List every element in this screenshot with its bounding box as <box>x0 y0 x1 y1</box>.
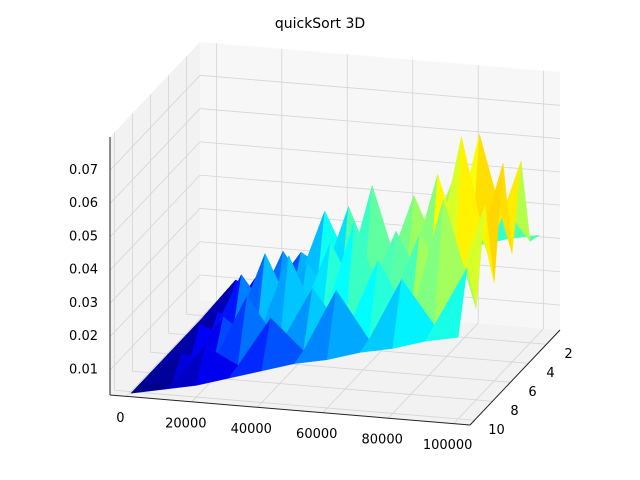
x-tick-label: 80000 <box>362 433 403 448</box>
x-tick-label: 0 <box>116 411 124 426</box>
grid-line <box>109 174 201 271</box>
x-tick-label: 40000 <box>231 422 272 437</box>
z-tick-label: 0.01 <box>69 363 98 378</box>
z-tick-label: 0.02 <box>69 329 98 344</box>
grid-line <box>109 274 201 371</box>
grid-line <box>126 301 217 397</box>
grid-line <box>199 108 561 139</box>
axis-line <box>109 394 471 426</box>
z-tick-label: 0.05 <box>69 229 98 244</box>
grid-line <box>109 108 201 204</box>
chart-title: quickSort 3D <box>275 16 365 32</box>
grid-line <box>114 389 475 421</box>
grid-line <box>453 328 544 424</box>
surface-patch <box>425 267 468 342</box>
grid-line <box>199 141 561 173</box>
grid-line <box>109 208 201 304</box>
y-tick-label: 4 <box>546 366 554 381</box>
z-tick-label: 0.04 <box>69 263 98 278</box>
grid-line <box>387 322 479 419</box>
axis-line <box>469 329 561 426</box>
grid-line <box>199 74 561 106</box>
grid-line <box>109 241 201 338</box>
y-tick-label: 8 <box>510 404 518 419</box>
grid-line <box>109 75 201 171</box>
z-tick-label: 0.06 <box>69 196 98 211</box>
x-tick-label: 20000 <box>165 416 206 431</box>
x-tick-label: 100000 <box>423 438 473 453</box>
z-tick-label: 0.03 <box>69 296 98 311</box>
y-tick-label: 10 <box>488 423 505 438</box>
y-tick-label: 6 <box>528 385 536 400</box>
y-tick-label: 2 <box>564 347 572 362</box>
z-tick-label: 0.07 <box>69 163 98 178</box>
grid-line <box>109 141 201 238</box>
x-tick-label: 60000 <box>296 427 337 442</box>
